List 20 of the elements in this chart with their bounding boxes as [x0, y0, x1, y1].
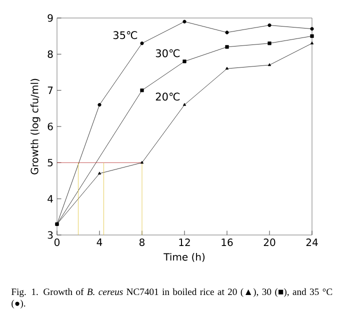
x-tick-label: 0 — [54, 238, 60, 246]
x-tick-label: 8 — [139, 238, 144, 246]
y-tick-label: 4 — [48, 195, 53, 202]
series-label: 30℃ — [156, 49, 180, 58]
y-tick-label: 8 — [48, 50, 53, 58]
y-axis-title: Growth (log cfu/ml) — [30, 78, 40, 174]
series-label: 20℃ — [156, 92, 180, 101]
x-axis-title: Time (h) — [164, 252, 205, 262]
y-tick-label: 5 — [48, 158, 53, 166]
text: Fig. 1. Growth of B. cereus NC7401 in boiled rice at 20 (▲), 30 (■), and 35 °C (●). — [11, 288, 332, 308]
y-tick-label: 3 — [48, 231, 53, 239]
x-tick-label: 12 — [179, 238, 190, 246]
y-tick-label: 9 — [48, 14, 53, 22]
x-tick-label: 24 — [306, 238, 318, 246]
x-tick-label: 16 — [222, 238, 233, 246]
y-tick-label: 7 — [48, 86, 53, 94]
y-tick-label: 6 — [48, 122, 53, 130]
x-tick-label: 4 — [96, 238, 102, 246]
x-tick-label: 20 — [264, 238, 276, 246]
series-label: 35℃ — [113, 31, 138, 40]
